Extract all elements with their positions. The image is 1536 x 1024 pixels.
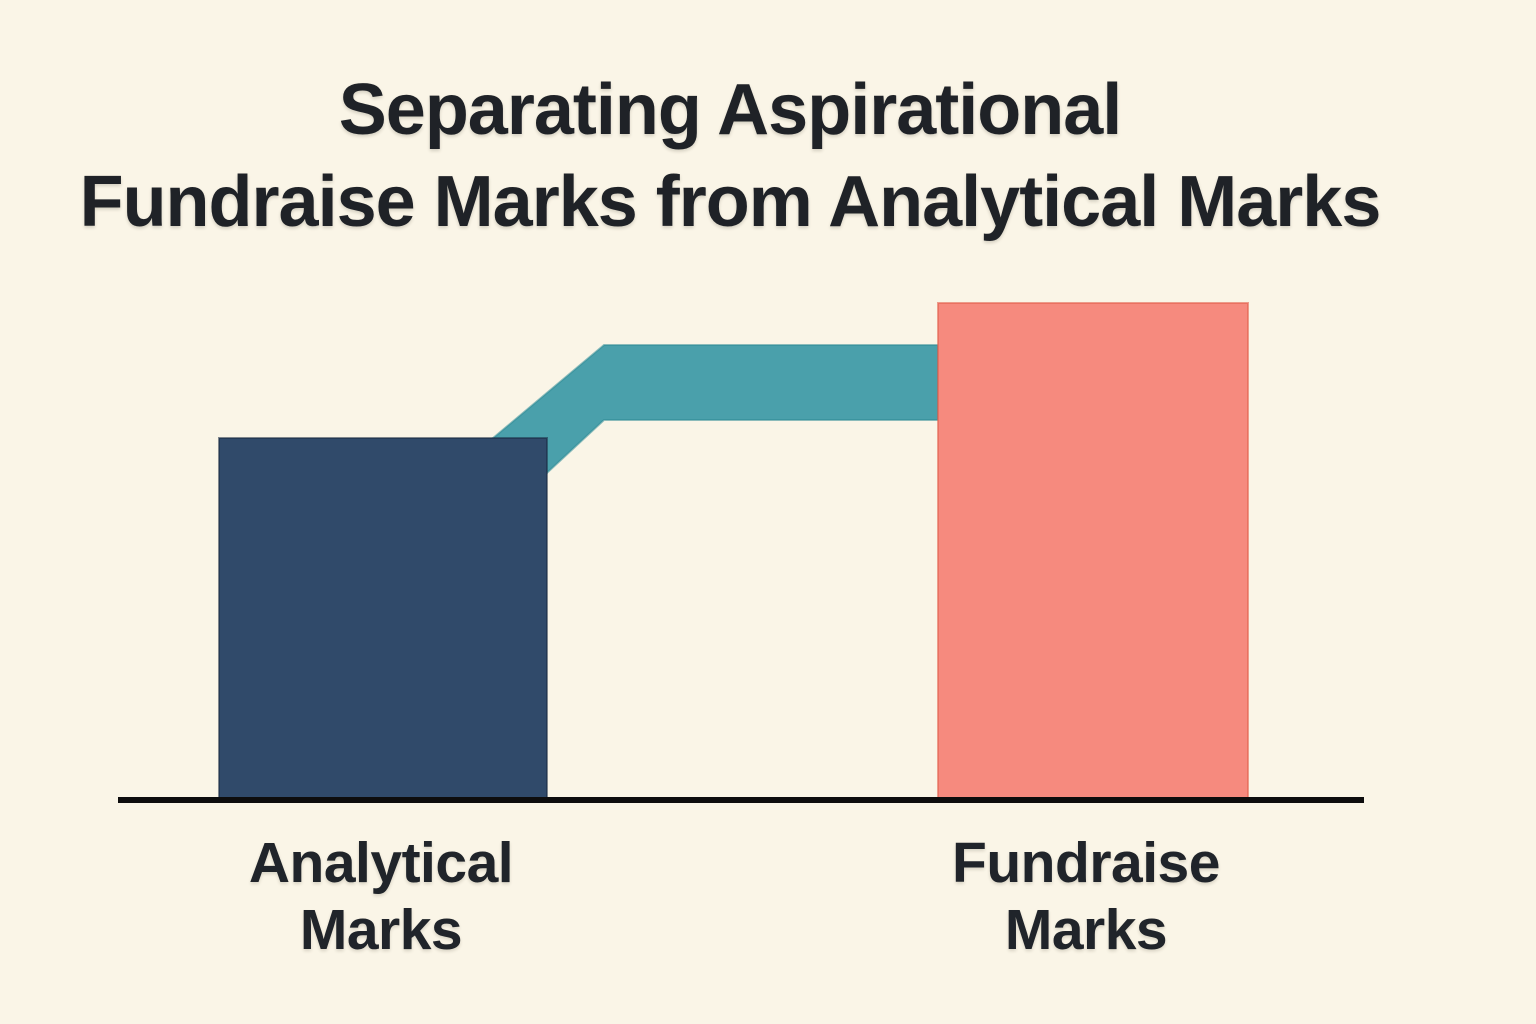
baseline-axis — [118, 797, 1364, 803]
fundraise-bar — [937, 302, 1249, 800]
analytical-bar-label: Analytical Marks — [248, 831, 514, 962]
connector-ribbon — [478, 344, 939, 486]
chart-title: Separating Aspirational Fundraise Marks … — [79, 70, 1382, 242]
fundraise-bar-label: Fundraise Marks — [952, 831, 1220, 962]
analytical-bar — [218, 437, 548, 800]
